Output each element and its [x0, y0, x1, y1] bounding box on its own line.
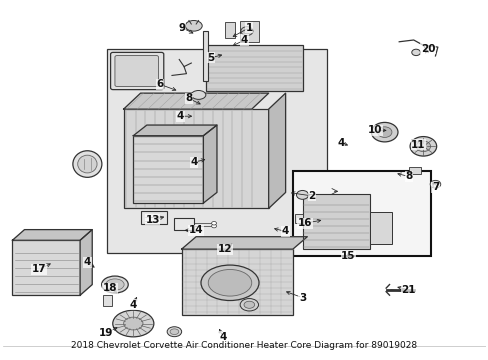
- Polygon shape: [203, 125, 217, 203]
- Polygon shape: [80, 230, 92, 295]
- Bar: [106, 49, 326, 253]
- Ellipse shape: [105, 279, 124, 290]
- FancyBboxPatch shape: [110, 53, 163, 90]
- Bar: [181, 249, 292, 315]
- Ellipse shape: [201, 265, 259, 301]
- Bar: [174, 218, 193, 230]
- Text: 11: 11: [410, 140, 425, 149]
- Bar: [205, 45, 302, 91]
- Text: 4: 4: [281, 226, 289, 237]
- Text: 10: 10: [367, 125, 382, 135]
- Ellipse shape: [409, 136, 436, 156]
- Text: 2: 2: [308, 191, 315, 201]
- Text: 4: 4: [219, 332, 226, 342]
- Bar: [123, 109, 268, 208]
- Text: 6: 6: [156, 79, 163, 89]
- Ellipse shape: [73, 151, 102, 177]
- Bar: [239, 21, 259, 42]
- Ellipse shape: [208, 270, 251, 296]
- Text: 16: 16: [297, 218, 311, 228]
- Text: 7: 7: [431, 182, 438, 192]
- Ellipse shape: [167, 327, 181, 337]
- Text: 21: 21: [401, 285, 415, 295]
- Ellipse shape: [78, 155, 97, 173]
- Text: 9: 9: [178, 23, 185, 33]
- Ellipse shape: [240, 298, 258, 311]
- Polygon shape: [123, 93, 268, 109]
- FancyBboxPatch shape: [115, 55, 158, 86]
- Text: 1: 1: [245, 23, 252, 33]
- Text: 4: 4: [129, 300, 137, 310]
- Text: 12: 12: [218, 244, 232, 254]
- Bar: [224, 22, 234, 38]
- Bar: [102, 295, 111, 306]
- Text: 14: 14: [188, 225, 203, 235]
- Text: 2018 Chevrolet Corvette Air Conditioner Heater Core Diagram for 89019028: 2018 Chevrolet Corvette Air Conditioner …: [71, 341, 417, 350]
- Ellipse shape: [429, 180, 440, 188]
- Polygon shape: [268, 93, 285, 208]
- Text: 3: 3: [298, 293, 305, 303]
- Ellipse shape: [371, 122, 397, 142]
- Ellipse shape: [211, 221, 216, 225]
- Text: 17: 17: [32, 264, 46, 274]
- Text: 4: 4: [190, 157, 197, 167]
- Bar: [369, 212, 391, 244]
- Text: 8: 8: [185, 94, 192, 103]
- Ellipse shape: [411, 49, 420, 55]
- Text: 20: 20: [420, 44, 435, 54]
- Bar: [408, 167, 420, 174]
- Ellipse shape: [377, 127, 391, 138]
- Ellipse shape: [185, 21, 202, 31]
- Ellipse shape: [170, 329, 179, 334]
- Text: 18: 18: [102, 283, 117, 293]
- Text: 19: 19: [99, 328, 113, 338]
- Bar: [292, 171, 430, 256]
- Ellipse shape: [415, 141, 430, 152]
- Bar: [203, 31, 208, 81]
- Bar: [302, 194, 369, 249]
- Text: 4: 4: [177, 111, 184, 121]
- Bar: [295, 214, 302, 222]
- Ellipse shape: [244, 301, 254, 308]
- Ellipse shape: [211, 224, 216, 228]
- Text: 8: 8: [405, 171, 412, 181]
- Ellipse shape: [102, 276, 128, 293]
- Ellipse shape: [241, 27, 252, 36]
- Text: 4: 4: [83, 257, 91, 267]
- Bar: [133, 136, 203, 203]
- Text: 5: 5: [206, 53, 214, 63]
- Bar: [140, 211, 167, 224]
- Ellipse shape: [113, 310, 154, 337]
- Polygon shape: [133, 125, 217, 136]
- Ellipse shape: [191, 90, 205, 99]
- Text: 15: 15: [341, 251, 355, 261]
- Text: 4: 4: [337, 138, 344, 148]
- Ellipse shape: [296, 190, 308, 199]
- Text: 4: 4: [240, 35, 248, 45]
- Polygon shape: [181, 237, 307, 249]
- Polygon shape: [12, 230, 92, 240]
- Text: 13: 13: [145, 215, 160, 225]
- Ellipse shape: [123, 317, 142, 330]
- Bar: [12, 240, 80, 295]
